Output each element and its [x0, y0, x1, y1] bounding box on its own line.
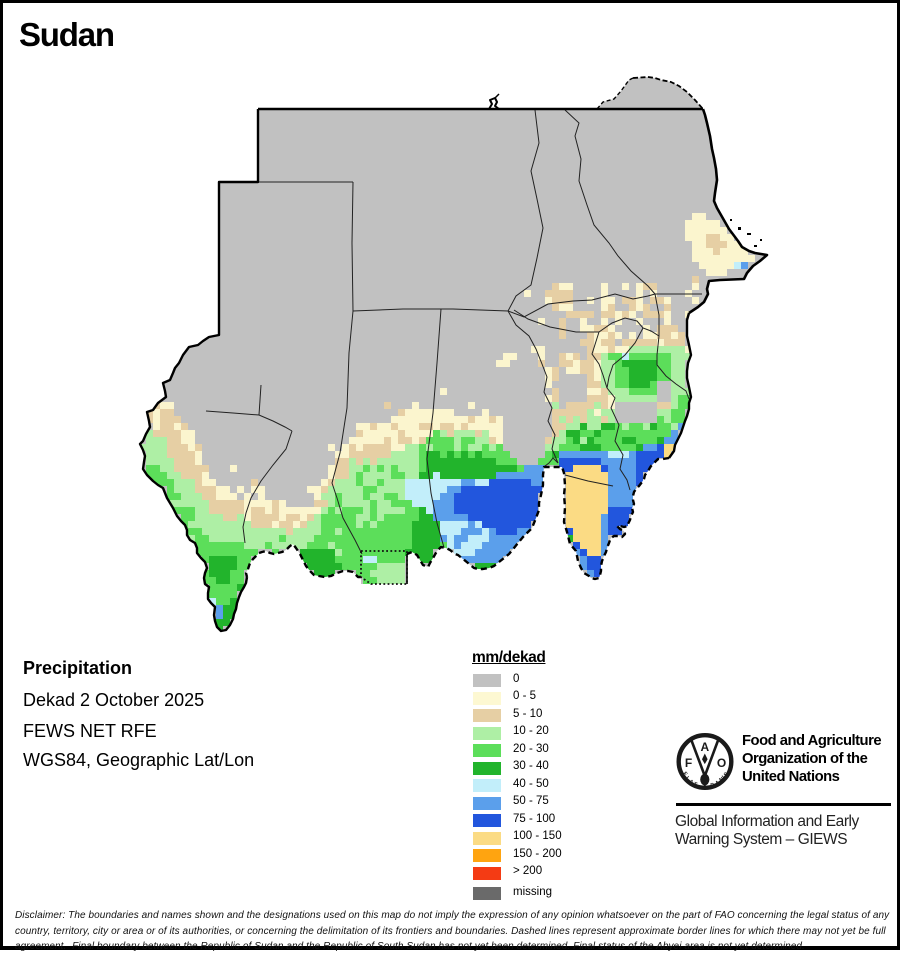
svg-text:P: P: [710, 782, 716, 789]
svg-text:F: F: [685, 756, 692, 770]
svg-text:A: A: [688, 779, 695, 786]
svg-text:O: O: [717, 756, 726, 770]
svg-text:T: T: [693, 782, 699, 789]
svg-text:A: A: [714, 780, 720, 787]
svg-text:F: F: [681, 771, 688, 778]
svg-text:N: N: [718, 776, 725, 783]
svg-text:A: A: [700, 740, 709, 754]
svg-text:I: I: [685, 775, 690, 781]
svg-text:I: I: [721, 775, 727, 781]
svg-text:S: S: [723, 771, 730, 778]
